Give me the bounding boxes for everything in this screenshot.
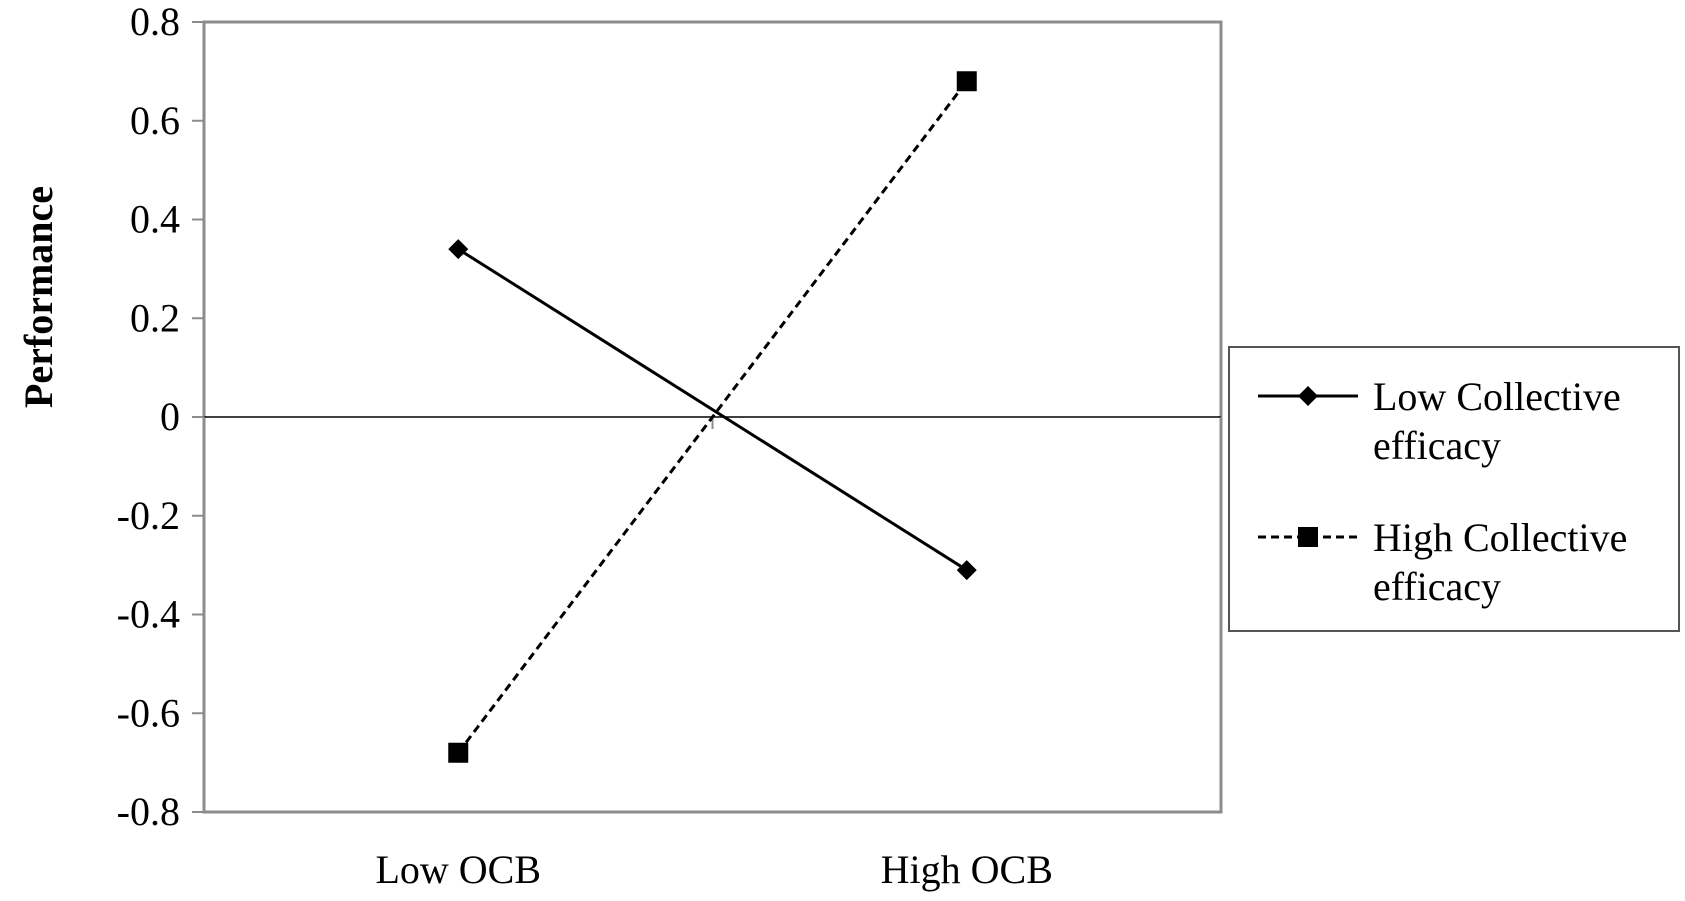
legend-marker (1298, 386, 1318, 406)
legend-label: efficacy (1373, 564, 1501, 609)
diamond-marker (448, 239, 469, 260)
legend-label: efficacy (1373, 423, 1501, 468)
y-tick-label: 0.8 (130, 0, 180, 44)
y-tick-label: 0.2 (130, 295, 180, 340)
y-tick-label: -0.4 (117, 592, 180, 637)
y-axis-title: Performance (16, 186, 61, 408)
y-tick-label: 0.6 (130, 98, 180, 143)
legend-box (1228, 346, 1680, 632)
square-marker (448, 742, 469, 763)
y-tick-label: -0.2 (117, 493, 180, 538)
series-2 (448, 71, 977, 763)
series-line (457, 80, 968, 754)
y-tick-label: 0 (160, 394, 180, 439)
legend-label: Low Collective (1373, 374, 1621, 419)
legend-label: High Collective (1373, 515, 1627, 560)
diamond-marker (956, 560, 977, 581)
y-tick-label: -0.6 (117, 690, 180, 735)
series-line (457, 247, 968, 572)
x-tick-label: Low OCB (375, 847, 541, 892)
legend-marker (1298, 527, 1318, 547)
series-1 (448, 239, 977, 581)
y-tick-label: 0.4 (130, 197, 180, 242)
y-tick-label: -0.8 (117, 789, 180, 834)
square-marker (956, 71, 977, 92)
x-tick-label: High OCB (881, 847, 1053, 892)
